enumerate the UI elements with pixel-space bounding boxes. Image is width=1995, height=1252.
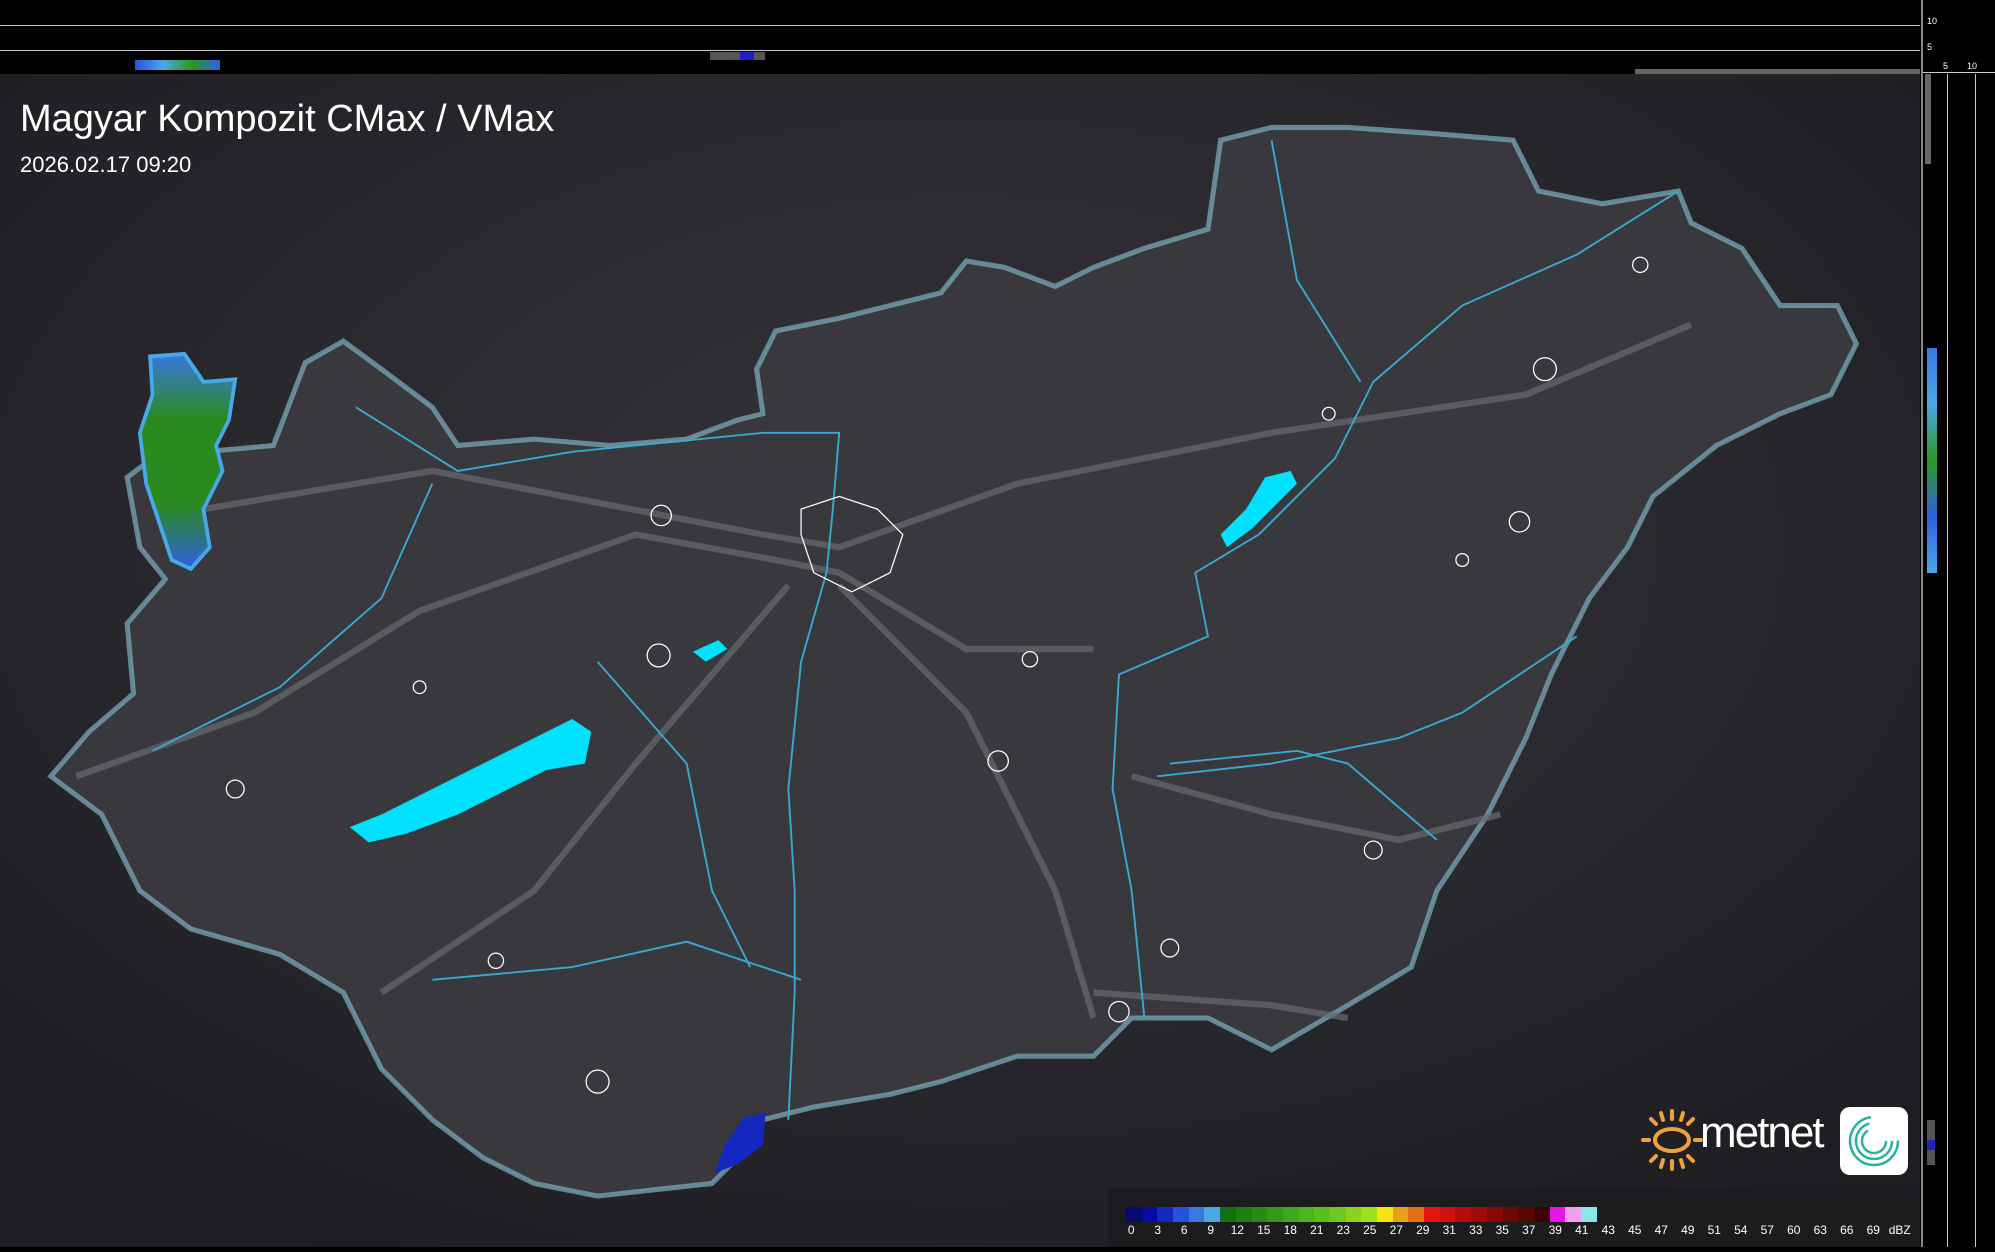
timestamp: 2026.02.17 09:20: [20, 152, 192, 177]
legend-swatch: [1533, 1207, 1550, 1222]
metnet-logo: [1637, 1105, 1707, 1180]
legend-label: 0: [1127, 1223, 1135, 1237]
legend-label: 43: [1601, 1223, 1615, 1237]
legend-swatch: [1157, 1207, 1174, 1222]
legend-swatch: [1518, 1207, 1534, 1222]
legend-label: 69: [1866, 1223, 1880, 1237]
legend-swatch: [1220, 1207, 1236, 1222]
legend-label: 6: [1180, 1223, 1188, 1237]
rain-echo-west: [137, 351, 238, 572]
grid-line: [1975, 74, 1976, 1247]
map-canvas: [0, 74, 1920, 1247]
legend-label: 31: [1442, 1223, 1456, 1237]
legend-label: 63: [1813, 1223, 1827, 1237]
swirl-icon: [1848, 1115, 1900, 1167]
legend-swatch: [1392, 1207, 1409, 1222]
legend-label: 27: [1389, 1223, 1403, 1237]
legend-swatch: [1502, 1207, 1519, 1222]
profile-echo: [135, 60, 220, 70]
profile-terrain: [1635, 69, 1920, 74]
app-icon: [1840, 1107, 1908, 1175]
grid-line-10: [0, 25, 1920, 26]
legend-label: 18: [1283, 1223, 1297, 1237]
legend-swatch: [1549, 1207, 1566, 1222]
tick-label: 5: [1927, 42, 1933, 52]
legend-swatch: [1298, 1207, 1315, 1222]
legend-swatch: [1141, 1207, 1158, 1222]
legend-swatch: [1314, 1207, 1330, 1222]
legend-swatch: [1126, 1207, 1142, 1222]
legend-swatch: [1204, 1207, 1221, 1222]
legend-label: 39: [1548, 1223, 1562, 1237]
legend-label: 35: [1495, 1223, 1509, 1237]
legend-swatch: [1188, 1207, 1205, 1222]
legend-swatch: [1173, 1207, 1189, 1222]
sun-icon: [1641, 1109, 1703, 1171]
legend-swatch: [1486, 1207, 1503, 1222]
map-title: Magyar Kompozit CMax / VMax: [20, 98, 555, 140]
legend-label: 60: [1787, 1223, 1801, 1237]
profile-echo: [710, 52, 765, 60]
legend-label: 3: [1154, 1223, 1162, 1237]
legend-swatch: [1282, 1207, 1299, 1222]
legend-swatch: [1424, 1207, 1440, 1222]
legend-label: 37: [1522, 1223, 1536, 1237]
legend-swatch: [1361, 1207, 1377, 1222]
legend-label: 25: [1363, 1223, 1377, 1237]
legend-swatch: [1251, 1207, 1268, 1222]
legend-swatch: [1235, 1207, 1252, 1222]
legend-swatch: [1439, 1207, 1456, 1222]
legend-label: 33: [1469, 1223, 1483, 1237]
radar-map[interactable]: [0, 74, 1920, 1247]
tick-label: 10: [1967, 61, 1978, 71]
roads: [75, 321, 1693, 1022]
grid-line: [1947, 74, 1948, 1247]
lake-tisza: [1220, 470, 1297, 548]
legend-label: 12: [1230, 1223, 1244, 1237]
grid-line-5: [0, 50, 1920, 51]
legend-swatch: [1377, 1207, 1393, 1222]
legend-label: 15: [1257, 1223, 1271, 1237]
legend-swatch: [1455, 1207, 1472, 1222]
legend-swatch: [1345, 1207, 1362, 1222]
legend-swatch: [1471, 1207, 1487, 1222]
legend-label: 29: [1416, 1223, 1430, 1237]
legend-label: 66: [1840, 1223, 1854, 1237]
legend-label: 41: [1575, 1223, 1589, 1237]
profile-echo: [1927, 348, 1937, 573]
legend-swatch: [1329, 1207, 1346, 1222]
city-outlines: [225, 256, 1649, 1094]
top-profile-panel: [0, 0, 1920, 76]
legend-label: 21: [1310, 1223, 1324, 1237]
rivers: [152, 139, 1679, 1120]
tick-label: 5: [1943, 61, 1949, 71]
dbz-color-legend: 0 3 6 9 12 15 18 21 23 25 27 29 31 33 35 37 39 41 43 45 47 49…: [1108, 1188, 1920, 1247]
legend-label: 47: [1654, 1223, 1668, 1237]
legend-label: 51: [1707, 1223, 1721, 1237]
tick-label: 10: [1927, 16, 1938, 26]
legend-label: 49: [1681, 1223, 1695, 1237]
legend-label: 54: [1734, 1223, 1748, 1237]
legend-unit: dBZ: [1888, 1223, 1911, 1237]
legend-swatch: [1565, 1207, 1581, 1222]
legend-label: 45: [1628, 1223, 1642, 1237]
legend-label: 23: [1336, 1223, 1350, 1237]
legend-swatch: [1267, 1207, 1283, 1222]
brand-name: metnet: [1700, 1108, 1825, 1157]
legend-swatch: [1580, 1207, 1597, 1222]
legend-swatch: [1408, 1207, 1425, 1222]
lake-velence: [692, 640, 728, 662]
right-profile-panel: 10 5 5 10: [1921, 0, 1995, 1247]
rain-echo-south: [714, 1113, 766, 1174]
legend-label: 9: [1207, 1223, 1215, 1237]
legend-label: 57: [1760, 1223, 1774, 1237]
lake-balaton: [349, 719, 592, 843]
